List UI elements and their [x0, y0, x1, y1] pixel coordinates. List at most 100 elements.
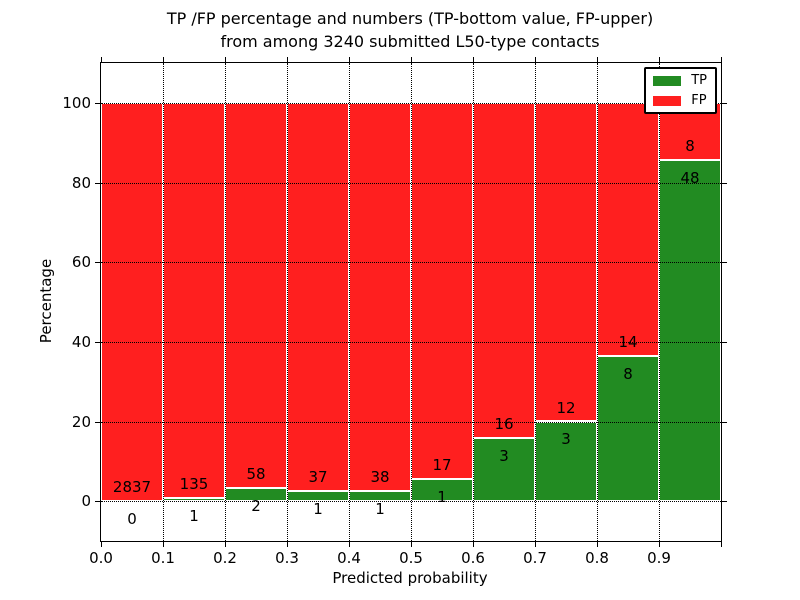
x-tick-mark — [659, 542, 660, 547]
legend-swatch-fp-icon — [653, 95, 682, 106]
legend-item-tp: TP — [653, 74, 707, 87]
bar-segment-fp — [101, 102, 163, 502]
y-tick-mark-right — [722, 501, 727, 503]
gridline-vertical — [163, 63, 164, 541]
gridline-horizontal — [101, 102, 721, 104]
bar-label-fp-count: 38 — [370, 468, 390, 487]
y-tick-label: 20 — [71, 412, 91, 431]
y-tick-mark — [95, 102, 100, 104]
y-tick-label: 40 — [71, 332, 91, 351]
y-tick-mark-right — [722, 102, 727, 104]
x-tick-mark — [101, 542, 102, 547]
bar-segment-fp — [473, 102, 535, 439]
bar-label-tp-count: 1 — [313, 499, 323, 518]
gridline-vertical — [349, 63, 350, 541]
bar-segment-tp — [535, 421, 597, 502]
chart-title: TP /FP percentage and numbers (TP-bottom… — [100, 7, 720, 53]
x-tick-mark-top — [287, 57, 288, 62]
bar-label-fp-count: 14 — [618, 333, 638, 352]
x-tick-mark-top — [473, 57, 474, 62]
x-tick-mark — [163, 542, 164, 547]
x-tick-mark-top — [163, 57, 164, 62]
gridline-horizontal — [101, 182, 721, 184]
bar-label-fp-count: 2837 — [112, 478, 152, 497]
legend: TP FP — [644, 67, 717, 114]
x-tick-label: 0.0 — [89, 549, 113, 567]
y-tick-mark-right — [722, 341, 727, 343]
y-tick-label: 0 — [81, 492, 91, 511]
gridline-vertical — [411, 63, 412, 541]
x-tick-mark-top — [225, 57, 226, 62]
bar-label-tp-count: 1 — [437, 487, 447, 506]
y-tick-mark — [95, 501, 100, 503]
bar-segment-fp — [163, 102, 225, 499]
y-tick-mark-right — [722, 262, 727, 264]
x-tick-label: 0.7 — [523, 549, 547, 567]
x-tick-label: 0.2 — [213, 549, 237, 567]
x-tick-label: 0.3 — [275, 549, 299, 567]
bar-label-tp-count: 3 — [499, 447, 509, 466]
gridline-vertical — [287, 63, 288, 541]
bar-label-tp-count: 1 — [189, 507, 199, 526]
x-tick-mark-top — [349, 57, 350, 62]
x-tick-mark-top — [721, 57, 722, 62]
y-tick-label: 100 — [62, 93, 91, 112]
bars-layer — [101, 63, 721, 541]
x-tick-label: 0.4 — [337, 549, 361, 567]
bar-label-tp-count: 3 — [561, 430, 571, 449]
legend-label-tp: TP — [691, 73, 707, 88]
x-tick-label: 0.9 — [647, 549, 671, 567]
gridline-vertical — [473, 63, 474, 541]
gridline-vertical — [659, 63, 660, 541]
x-tick-mark-top — [597, 57, 598, 62]
bar-label-tp-count: 1 — [375, 499, 385, 518]
gridline-vertical — [225, 63, 226, 541]
legend-swatch-tp-icon — [653, 75, 682, 86]
bar-label-fp-count: 37 — [308, 467, 328, 486]
y-tick-mark — [95, 262, 100, 264]
gridline-horizontal — [101, 262, 721, 264]
bar-label-fp-count: 17 — [432, 456, 452, 475]
y-tick-mark — [95, 182, 100, 184]
gridline-horizontal — [101, 341, 721, 343]
bar-labels-layer: 2837 0 135 1 58 2 37 1 38 1 17 1 16 3 12 3 14 8 8 48 — [101, 63, 721, 541]
chart-title-line1: TP /FP percentage and numbers (TP-bottom… — [166, 9, 654, 28]
x-tick-mark — [411, 542, 412, 547]
x-tick-mark — [349, 542, 350, 547]
gridline-vertical — [535, 63, 536, 541]
bar-label-fp-count: 135 — [179, 475, 209, 494]
gridline-horizontal — [101, 421, 721, 423]
y-tick-mark — [95, 341, 100, 343]
bar-label-tp-count: 48 — [680, 168, 700, 187]
x-tick-mark — [473, 542, 474, 547]
y-tick-label: 60 — [71, 253, 91, 272]
bar-label-fp-count: 16 — [494, 415, 514, 434]
x-axis-label: Predicted probability — [332, 569, 488, 587]
x-tick-mark — [535, 542, 536, 547]
x-tick-label: 0.5 — [399, 549, 423, 567]
bar-segment-tp — [597, 356, 659, 502]
y-tick-mark — [95, 421, 100, 423]
bar-segment-fp — [411, 102, 473, 479]
bar-label-tp-count: 0 — [127, 510, 137, 529]
x-tick-label: 0.6 — [461, 549, 485, 567]
grid-layer — [101, 63, 721, 541]
x-tick-mark — [287, 542, 288, 547]
bar-label-tp-count: 8 — [623, 365, 633, 384]
x-tick-label: 0.1 — [151, 549, 175, 567]
bar-label-tp-count: 2 — [251, 496, 261, 515]
y-axis-label: Percentage — [37, 258, 55, 344]
y-tick-mark-right — [722, 421, 727, 423]
legend-item-fp: FP — [653, 94, 707, 107]
x-tick-mark-top — [411, 57, 412, 62]
x-tick-mark — [721, 542, 722, 547]
legend-label-fp: FP — [691, 93, 707, 108]
x-tick-mark — [597, 542, 598, 547]
bar-segment-fp — [349, 102, 411, 491]
x-tick-mark-top — [535, 57, 536, 62]
x-tick-mark-top — [659, 57, 660, 62]
bar-label-fp-count: 12 — [556, 398, 576, 417]
chart-title-line2: from among 3240 submitted L50-type conta… — [220, 32, 600, 51]
bar-segment-fp — [225, 102, 287, 488]
